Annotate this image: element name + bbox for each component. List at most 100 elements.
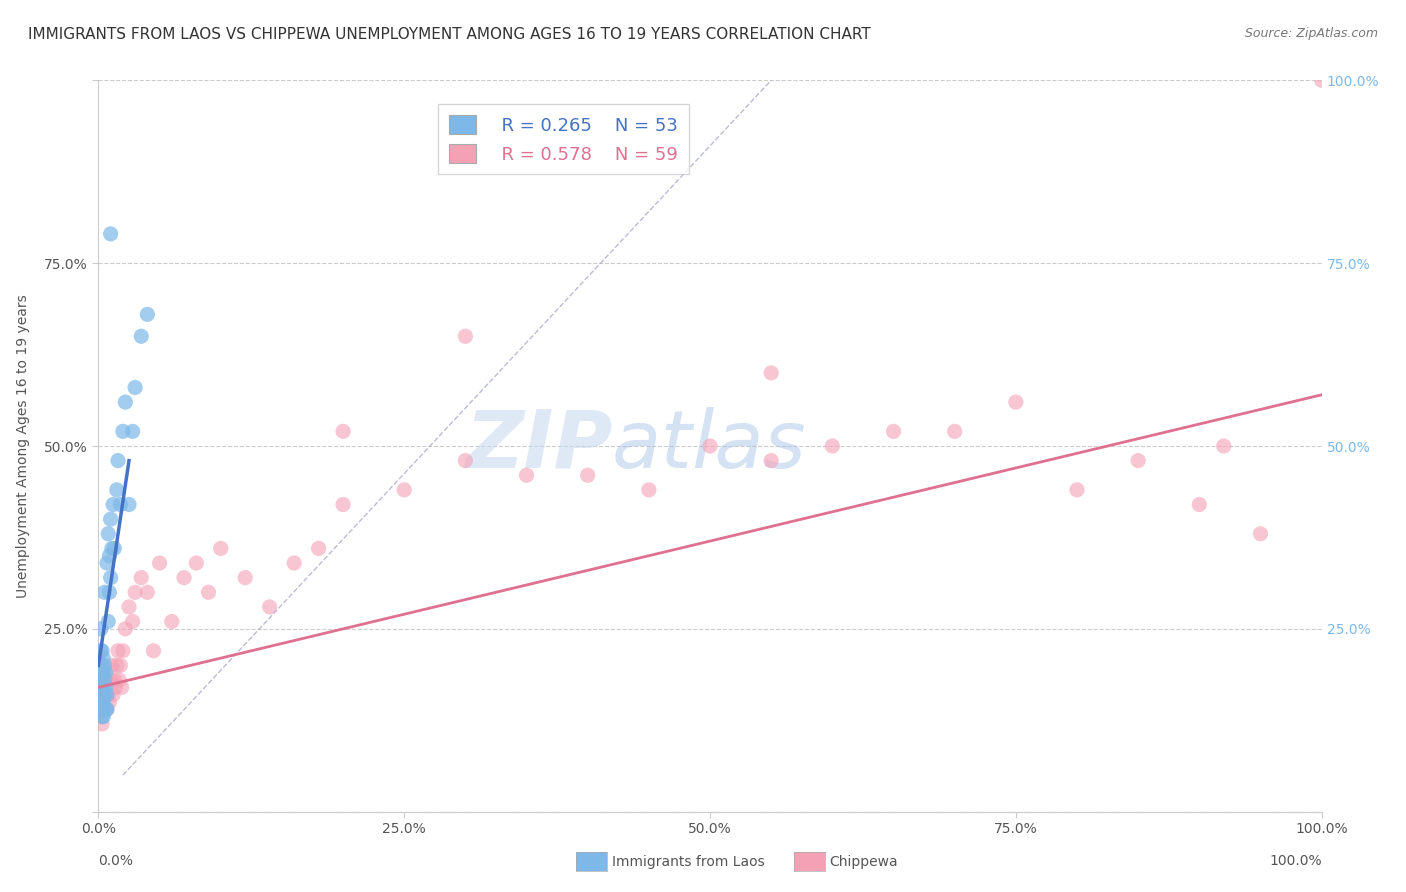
Point [576,468,599,483]
Point [91,695,114,709]
Point [883,425,905,439]
Point [124,585,146,599]
Point [149,556,172,570]
Point [761,453,783,467]
Point [454,453,477,467]
Point [186,556,208,570]
Point [94,673,117,687]
Point [101,658,124,673]
Point [105,658,128,673]
Point [283,556,305,570]
Point [114,622,136,636]
Point [91,702,114,716]
Point [129,571,152,585]
Point [209,541,232,556]
Point [104,681,127,695]
Point [454,329,477,343]
Point [91,702,114,716]
Point [91,688,114,702]
Point [761,366,783,380]
Point [91,644,114,658]
Point [91,681,114,695]
Point [107,644,129,658]
Point [90,644,112,658]
Point [118,599,141,614]
Point [94,665,117,680]
Point [197,585,219,599]
Point [259,599,281,614]
Text: Chippewa: Chippewa [830,855,898,869]
Point [91,709,114,723]
Point [1188,498,1211,512]
Text: Source: ZipAtlas.com: Source: ZipAtlas.com [1244,27,1378,40]
Point [943,425,966,439]
Point [97,526,120,541]
Point [332,425,354,439]
Point [96,688,118,702]
Point [1212,439,1234,453]
Point [103,541,125,556]
Point [93,673,115,687]
Point [100,227,122,241]
Text: IMMIGRANTS FROM LAOS VS CHIPPEWA UNEMPLOYMENT AMONG AGES 16 TO 19 YEARS CORRELAT: IMMIGRANTS FROM LAOS VS CHIPPEWA UNEMPLO… [28,27,870,42]
Point [101,498,124,512]
Point [1004,395,1026,409]
Text: ZIP: ZIP [465,407,612,485]
Point [90,622,112,636]
Point [308,541,330,556]
Point [129,329,152,343]
Point [94,702,117,716]
Point [1249,526,1271,541]
Point [111,644,134,658]
Text: 0.0%: 0.0% [98,854,134,868]
Point [101,541,124,556]
Point [91,709,114,723]
Point [98,549,121,563]
Point [98,695,121,709]
Point [98,585,121,599]
Point [91,681,114,695]
Point [699,439,721,453]
Point [91,665,114,680]
Point [392,483,416,497]
Point [332,498,354,512]
Point [93,585,115,599]
Point [100,512,122,526]
Point [638,483,661,497]
Point [142,644,165,658]
Point [124,380,146,394]
Point [173,571,195,585]
Point [108,673,131,687]
Point [821,439,844,453]
Point [89,673,111,687]
Point [114,395,136,409]
Point [96,702,118,716]
Text: 100.0%: 100.0% [1270,854,1322,868]
Point [121,615,143,629]
Point [233,571,256,585]
Text: atlas: atlas [612,407,807,485]
Point [100,571,122,585]
Point [515,468,537,483]
Point [91,665,114,680]
Point [1066,483,1088,497]
Point [91,717,114,731]
Point [93,658,115,673]
Point [91,688,114,702]
Legend:   R = 0.265    N = 53,   R = 0.578    N = 59: R = 0.265 N = 53, R = 0.578 N = 59 [437,104,689,175]
Point [110,658,132,673]
Point [118,498,141,512]
Point [90,695,112,709]
Point [90,702,112,716]
Point [90,688,112,702]
Point [1310,73,1333,87]
Point [93,688,115,702]
Point [89,681,111,695]
Point [121,425,143,439]
Point [105,483,128,497]
Point [94,681,117,695]
Point [136,585,159,599]
Point [103,673,125,687]
Point [91,658,114,673]
Point [111,681,134,695]
